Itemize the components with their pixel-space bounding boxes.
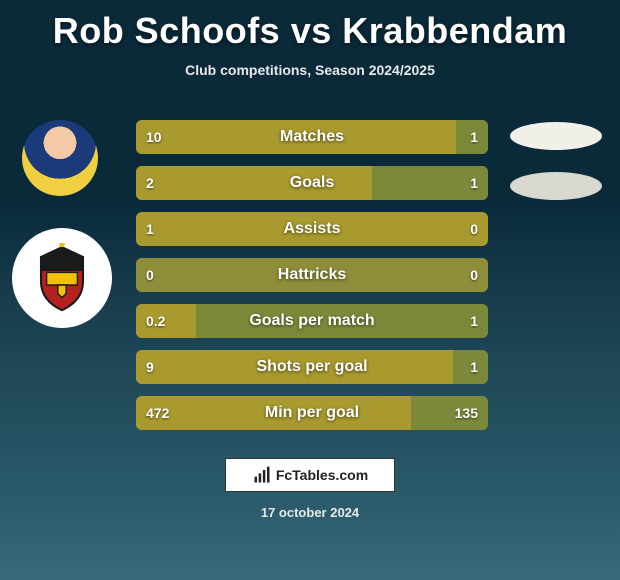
right-oval-column bbox=[510, 122, 602, 222]
stat-value-left: 472 bbox=[146, 405, 169, 421]
stat-row: 9 1 Shots per goal bbox=[136, 350, 488, 384]
content-root: Rob Schoofs vs Krabbendam Club competiti… bbox=[0, 0, 620, 580]
stat-value-left: 1 bbox=[146, 221, 154, 237]
club-crest bbox=[12, 228, 112, 328]
opponent-oval-2 bbox=[510, 172, 602, 200]
footer-brand-text: FcTables.com bbox=[276, 467, 368, 483]
stat-value-right: 0 bbox=[470, 267, 478, 283]
player-avatar bbox=[22, 120, 98, 196]
stat-label: Matches bbox=[280, 128, 344, 146]
stat-value-right: 135 bbox=[455, 405, 478, 421]
stat-value-left: 0 bbox=[146, 267, 154, 283]
stat-label: Shots per goal bbox=[256, 358, 367, 376]
stat-value-left: 0.2 bbox=[146, 313, 165, 329]
stat-value-left: 10 bbox=[146, 129, 162, 145]
stat-label: Goals per match bbox=[249, 312, 374, 330]
stat-label: Assists bbox=[284, 220, 341, 238]
stat-value-right: 1 bbox=[470, 175, 478, 191]
stat-row: 0.2 1 Goals per match bbox=[136, 304, 488, 338]
page-title: Rob Schoofs vs Krabbendam bbox=[0, 0, 620, 52]
stat-row: 1 0 Assists bbox=[136, 212, 488, 246]
club-crest-icon bbox=[27, 243, 97, 313]
stat-bar-left bbox=[136, 166, 372, 200]
stat-value-right: 1 bbox=[470, 129, 478, 145]
stat-row: 2 1 Goals bbox=[136, 166, 488, 200]
stat-label: Hattricks bbox=[278, 266, 346, 284]
footer-brand: FcTables.com bbox=[225, 458, 395, 492]
stat-value-left: 9 bbox=[146, 359, 154, 375]
stat-row: 0 0 Hattricks bbox=[136, 258, 488, 292]
opponent-oval-1 bbox=[510, 122, 602, 150]
stat-label: Min per goal bbox=[265, 404, 359, 422]
stat-value-left: 2 bbox=[146, 175, 154, 191]
stat-value-right: 1 bbox=[470, 313, 478, 329]
stat-row: 10 1 Matches bbox=[136, 120, 488, 154]
stat-label: Goals bbox=[290, 174, 334, 192]
left-avatar-column bbox=[8, 120, 120, 328]
footer-date: 17 october 2024 bbox=[261, 505, 359, 520]
chart-icon bbox=[252, 465, 272, 485]
stat-bar-left bbox=[136, 304, 196, 338]
stat-row: 472 135 Min per goal bbox=[136, 396, 488, 430]
player-avatar-image bbox=[22, 120, 98, 196]
stat-value-right: 1 bbox=[470, 359, 478, 375]
stats-bars: 101Matches21Goals10Assists00Hattricks0.2… bbox=[136, 120, 488, 442]
stat-value-right: 0 bbox=[470, 221, 478, 237]
page-subtitle: Club competitions, Season 2024/2025 bbox=[0, 62, 620, 78]
